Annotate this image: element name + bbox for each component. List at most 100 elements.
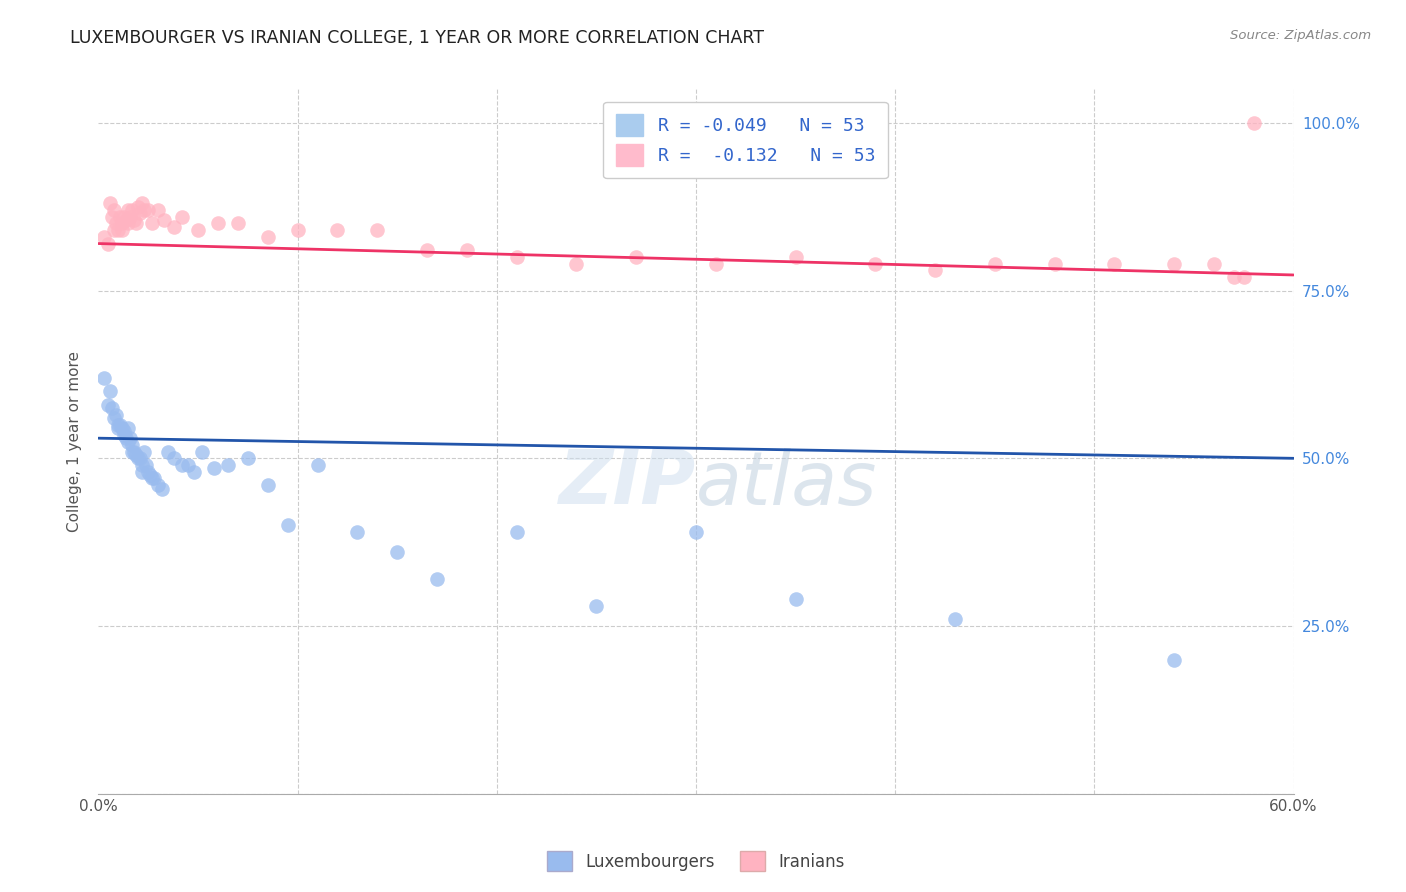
Point bbox=[112, 425, 135, 439]
Point bbox=[456, 244, 478, 258]
Legend: Luxembourgers, Iranians: Luxembourgers, Iranians bbox=[540, 845, 852, 878]
Point bbox=[172, 458, 194, 472]
Point bbox=[1163, 257, 1185, 271]
Point bbox=[172, 210, 194, 224]
Point bbox=[120, 210, 142, 224]
Point bbox=[153, 213, 176, 227]
Point bbox=[506, 525, 529, 540]
Point bbox=[111, 223, 134, 237]
Point bbox=[1104, 257, 1126, 271]
Point bbox=[117, 434, 139, 449]
Point bbox=[143, 471, 166, 485]
Text: LUXEMBOURGER VS IRANIAN COLLEGE, 1 YEAR OR MORE CORRELATION CHART: LUXEMBOURGER VS IRANIAN COLLEGE, 1 YEAR … bbox=[70, 29, 765, 46]
Point bbox=[307, 458, 329, 472]
Point bbox=[1223, 270, 1246, 285]
Point bbox=[97, 236, 120, 251]
Point bbox=[785, 592, 807, 607]
Point bbox=[131, 196, 153, 211]
Point bbox=[585, 599, 607, 613]
Text: Source: ZipAtlas.com: Source: ZipAtlas.com bbox=[1230, 29, 1371, 42]
Point bbox=[131, 465, 153, 479]
Point bbox=[105, 216, 128, 230]
Point bbox=[148, 202, 170, 217]
Point bbox=[157, 444, 180, 458]
Point bbox=[148, 478, 170, 492]
Point bbox=[97, 398, 120, 412]
Point bbox=[103, 202, 125, 217]
Point bbox=[98, 384, 122, 399]
Point bbox=[129, 206, 152, 220]
Point bbox=[112, 210, 135, 224]
Point bbox=[226, 216, 249, 230]
Point bbox=[112, 427, 135, 442]
Point bbox=[256, 230, 278, 244]
Point bbox=[125, 448, 148, 462]
Point bbox=[704, 257, 727, 271]
Point bbox=[107, 421, 129, 435]
Point bbox=[565, 257, 588, 271]
Point bbox=[124, 444, 146, 458]
Point bbox=[287, 223, 309, 237]
Point bbox=[107, 417, 129, 432]
Point bbox=[207, 216, 229, 230]
Point bbox=[256, 478, 278, 492]
Point bbox=[191, 444, 214, 458]
Point bbox=[136, 202, 159, 217]
Point bbox=[141, 216, 163, 230]
Point bbox=[1243, 116, 1265, 130]
Text: atlas: atlas bbox=[696, 448, 877, 520]
Point bbox=[127, 200, 149, 214]
Point bbox=[984, 257, 1007, 271]
Text: ZIP: ZIP bbox=[558, 447, 696, 520]
Point bbox=[865, 257, 887, 271]
Y-axis label: College, 1 year or more: College, 1 year or more bbox=[67, 351, 83, 532]
Point bbox=[785, 250, 807, 264]
Point bbox=[366, 223, 388, 237]
Point bbox=[685, 525, 707, 540]
Point bbox=[103, 223, 125, 237]
Point bbox=[101, 401, 124, 415]
Point bbox=[127, 451, 149, 466]
Point bbox=[125, 216, 148, 230]
Point bbox=[93, 371, 115, 385]
Point bbox=[326, 223, 349, 237]
Point bbox=[426, 572, 449, 586]
Point bbox=[105, 408, 128, 422]
Point bbox=[103, 411, 125, 425]
Point bbox=[93, 230, 115, 244]
Point bbox=[134, 444, 156, 458]
Point bbox=[187, 223, 209, 237]
Point bbox=[111, 216, 134, 230]
Point bbox=[115, 213, 138, 227]
Point bbox=[117, 421, 139, 435]
Point bbox=[150, 482, 173, 496]
Point bbox=[1043, 257, 1066, 271]
Point bbox=[385, 545, 409, 559]
Point bbox=[277, 518, 299, 533]
Point bbox=[177, 458, 200, 472]
Point bbox=[163, 451, 186, 466]
Point bbox=[115, 431, 138, 445]
Point bbox=[107, 223, 129, 237]
Point bbox=[117, 202, 139, 217]
Point bbox=[183, 465, 205, 479]
Point bbox=[110, 417, 132, 432]
Point bbox=[111, 421, 134, 435]
Point bbox=[506, 250, 529, 264]
Point bbox=[346, 525, 368, 540]
Point bbox=[121, 444, 143, 458]
Point bbox=[117, 216, 139, 230]
Point bbox=[416, 244, 439, 258]
Point bbox=[626, 250, 648, 264]
Point bbox=[120, 431, 142, 445]
Point bbox=[141, 471, 163, 485]
Point bbox=[139, 468, 162, 483]
Point bbox=[217, 458, 239, 472]
Point bbox=[121, 202, 143, 217]
Point bbox=[110, 210, 132, 224]
Point bbox=[135, 458, 157, 472]
Point bbox=[124, 213, 146, 227]
Point bbox=[98, 196, 122, 211]
Point bbox=[236, 451, 259, 466]
Point bbox=[131, 458, 153, 472]
